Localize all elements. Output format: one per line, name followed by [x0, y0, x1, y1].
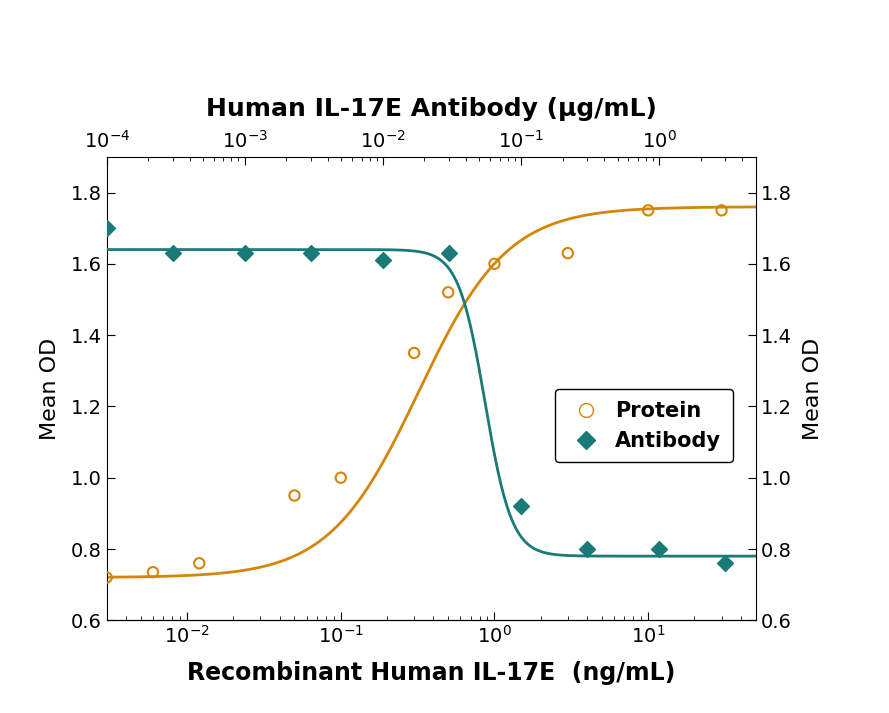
- Point: [441, 287, 455, 298]
- Point: [146, 566, 160, 578]
- Point: [376, 255, 390, 266]
- Point: [561, 247, 575, 259]
- X-axis label: Recombinant Human IL-17E  (ng/mL): Recombinant Human IL-17E (ng/mL): [187, 661, 676, 685]
- Point: [442, 247, 456, 259]
- Point: [165, 247, 180, 259]
- Point: [100, 572, 114, 583]
- Point: [652, 543, 666, 555]
- Point: [303, 247, 317, 259]
- Legend: Protein, Antibody: Protein, Antibody: [555, 389, 733, 462]
- Point: [192, 558, 206, 569]
- Point: [287, 490, 301, 501]
- Point: [100, 222, 114, 234]
- Y-axis label: Mean OD: Mean OD: [40, 337, 60, 440]
- Point: [514, 501, 528, 512]
- Point: [333, 472, 348, 483]
- Point: [237, 247, 252, 259]
- Y-axis label: Mean OD: Mean OD: [803, 337, 822, 440]
- Point: [487, 258, 501, 270]
- X-axis label: Human IL-17E Antibody (μg/mL): Human IL-17E Antibody (μg/mL): [205, 97, 657, 121]
- Point: [580, 543, 594, 555]
- Point: [790, 575, 805, 587]
- Point: [718, 558, 733, 569]
- Point: [641, 205, 655, 216]
- Point: [407, 347, 421, 359]
- Point: [715, 205, 729, 216]
